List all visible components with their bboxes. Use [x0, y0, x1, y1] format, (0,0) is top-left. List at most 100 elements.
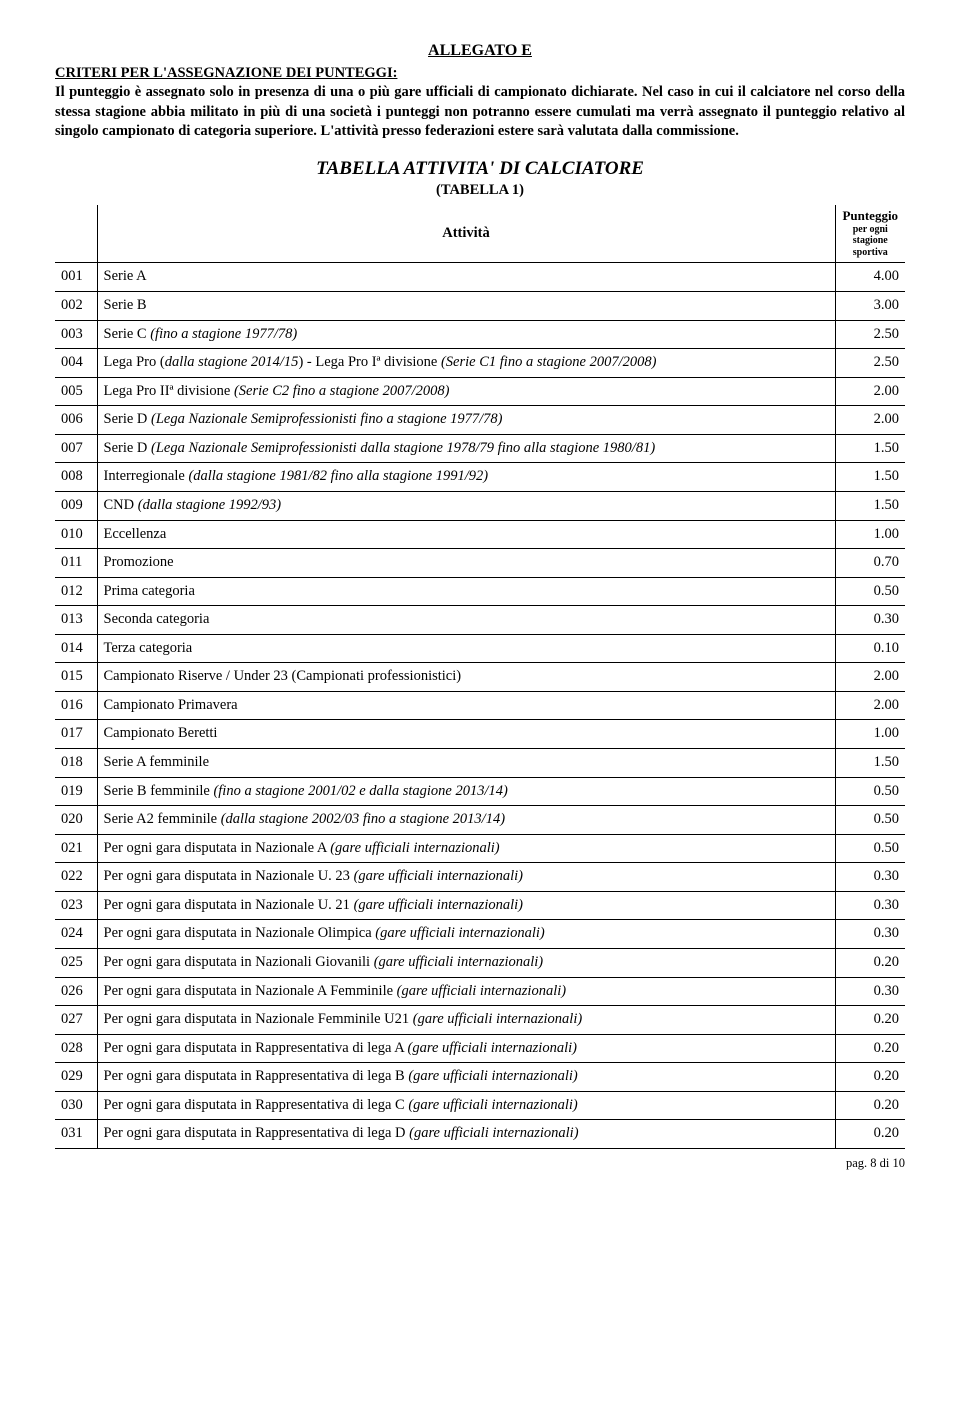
row-activity: Serie A femminile [97, 749, 835, 778]
intro-block: CRITERI PER L'ASSEGNAZIONE DEI PUNTEGGI:… [55, 64, 905, 142]
table-row: 013Seconda categoria0.30 [55, 606, 905, 635]
table-title: TABELLA ATTIVITA' DI CALCIATORE [55, 156, 905, 182]
row-activity: Promozione [97, 549, 835, 578]
table-row: 001Serie A4.00 [55, 263, 905, 292]
row-score: 2.00 [835, 377, 905, 406]
table-row: 030Per ogni gara disputata in Rappresent… [55, 1091, 905, 1120]
row-score: 1.00 [835, 520, 905, 549]
row-activity: Seconda categoria [97, 606, 835, 635]
row-code: 011 [55, 549, 97, 578]
row-score: 0.30 [835, 920, 905, 949]
table-row: 005Lega Pro IIª divisione (Serie C2 fino… [55, 377, 905, 406]
table-row: 022Per ogni gara disputata in Nazionale … [55, 863, 905, 892]
row-activity: Serie D (Lega Nazionale Semiprofessionis… [97, 434, 835, 463]
row-code: 009 [55, 491, 97, 520]
row-activity: Serie A [97, 263, 835, 292]
table-row: 029Per ogni gara disputata in Rappresent… [55, 1063, 905, 1092]
table-subtitle: (TABELLA 1) [55, 181, 905, 201]
row-code: 030 [55, 1091, 97, 1120]
row-score: 0.50 [835, 577, 905, 606]
row-code: 010 [55, 520, 97, 549]
row-activity: Serie C (fino a stagione 1977/78) [97, 320, 835, 349]
row-score: 0.50 [835, 777, 905, 806]
row-activity: Per ogni gara disputata in Rappresentati… [97, 1063, 835, 1092]
row-code: 002 [55, 292, 97, 321]
row-code: 017 [55, 720, 97, 749]
row-code: 023 [55, 891, 97, 920]
table-row: 021Per ogni gara disputata in Nazionale … [55, 834, 905, 863]
row-score: 3.00 [835, 292, 905, 321]
row-activity: CND (dalla stagione 1992/93) [97, 491, 835, 520]
table-row: 011Promozione0.70 [55, 549, 905, 578]
table-row: 006Serie D (Lega Nazionale Semiprofessio… [55, 406, 905, 435]
row-activity: Lega Pro (dalla stagione 2014/15) - Lega… [97, 349, 835, 378]
row-activity: Campionato Beretti [97, 720, 835, 749]
row-activity: Per ogni gara disputata in Nazionale Oli… [97, 920, 835, 949]
row-activity: Serie B femminile (fino a stagione 2001/… [97, 777, 835, 806]
row-code: 007 [55, 434, 97, 463]
row-code: 027 [55, 1006, 97, 1035]
table-row: 027Per ogni gara disputata in Nazionale … [55, 1006, 905, 1035]
table-row: 025Per ogni gara disputata in Nazionali … [55, 948, 905, 977]
table-row: 002Serie B3.00 [55, 292, 905, 321]
row-score: 2.00 [835, 406, 905, 435]
row-score: 1.50 [835, 434, 905, 463]
table-row: 009CND (dalla stagione 1992/93)1.50 [55, 491, 905, 520]
row-score: 2.50 [835, 320, 905, 349]
row-code: 018 [55, 749, 97, 778]
row-code: 025 [55, 948, 97, 977]
criteri-heading: CRITERI PER L'ASSEGNAZIONE DEI PUNTEGGI: [55, 65, 397, 81]
row-activity: Serie A2 femminile (dalla stagione 2002/… [97, 806, 835, 835]
table-body: 001Serie A4.00002Serie B3.00003Serie C (… [55, 263, 905, 1148]
row-score: 0.10 [835, 634, 905, 663]
activity-table: Attività Punteggio per ogni stagione spo… [55, 205, 905, 1149]
intro-text: Il punteggio è assegnato solo in presenz… [55, 83, 905, 142]
row-activity: Prima categoria [97, 577, 835, 606]
row-activity: Per ogni gara disputata in Nazionale U. … [97, 891, 835, 920]
row-score: 0.20 [835, 1063, 905, 1092]
page-footer: pag. 8 di 10 [55, 1155, 905, 1172]
table-row: 023Per ogni gara disputata in Nazionale … [55, 891, 905, 920]
row-code: 021 [55, 834, 97, 863]
table-row: 019Serie B femminile (fino a stagione 20… [55, 777, 905, 806]
row-score: 1.50 [835, 463, 905, 492]
table-row: 014Terza categoria0.10 [55, 634, 905, 663]
table-row: 018Serie A femminile1.50 [55, 749, 905, 778]
row-activity: Lega Pro IIª divisione (Serie C2 fino a … [97, 377, 835, 406]
row-activity: Per ogni gara disputata in Rappresentati… [97, 1034, 835, 1063]
header-activity: Attività [97, 205, 835, 263]
table-row: 010Eccellenza1.00 [55, 520, 905, 549]
row-score: 0.50 [835, 806, 905, 835]
row-score: 0.30 [835, 863, 905, 892]
table-header-row: Attività Punteggio per ogni stagione spo… [55, 205, 905, 263]
table-row: 012Prima categoria0.50 [55, 577, 905, 606]
row-code: 019 [55, 777, 97, 806]
table-row: 016Campionato Primavera2.00 [55, 691, 905, 720]
header-code [55, 205, 97, 263]
table-row: 008Interregionale (dalla stagione 1981/8… [55, 463, 905, 492]
row-code: 012 [55, 577, 97, 606]
row-score: 0.30 [835, 977, 905, 1006]
row-activity: Campionato Riserve / Under 23 (Campionat… [97, 663, 835, 692]
row-activity: Per ogni gara disputata in Nazionale A F… [97, 977, 835, 1006]
row-code: 020 [55, 806, 97, 835]
row-score: 4.00 [835, 263, 905, 292]
row-score: 0.70 [835, 549, 905, 578]
row-activity: Per ogni gara disputata in Nazionale A (… [97, 834, 835, 863]
row-score: 0.20 [835, 1091, 905, 1120]
row-activity: Per ogni gara disputata in Rappresentati… [97, 1091, 835, 1120]
row-score: 0.50 [835, 834, 905, 863]
table-row: 015Campionato Riserve / Under 23 (Campio… [55, 663, 905, 692]
row-code: 006 [55, 406, 97, 435]
row-activity: Eccellenza [97, 520, 835, 549]
row-code: 031 [55, 1120, 97, 1149]
table-row: 004Lega Pro (dalla stagione 2014/15) - L… [55, 349, 905, 378]
table-row: 017Campionato Beretti1.00 [55, 720, 905, 749]
row-code: 013 [55, 606, 97, 635]
row-score: 2.00 [835, 663, 905, 692]
row-score: 1.50 [835, 491, 905, 520]
row-score: 0.20 [835, 1034, 905, 1063]
row-code: 004 [55, 349, 97, 378]
table-row: 007Serie D (Lega Nazionale Semiprofessio… [55, 434, 905, 463]
row-code: 005 [55, 377, 97, 406]
